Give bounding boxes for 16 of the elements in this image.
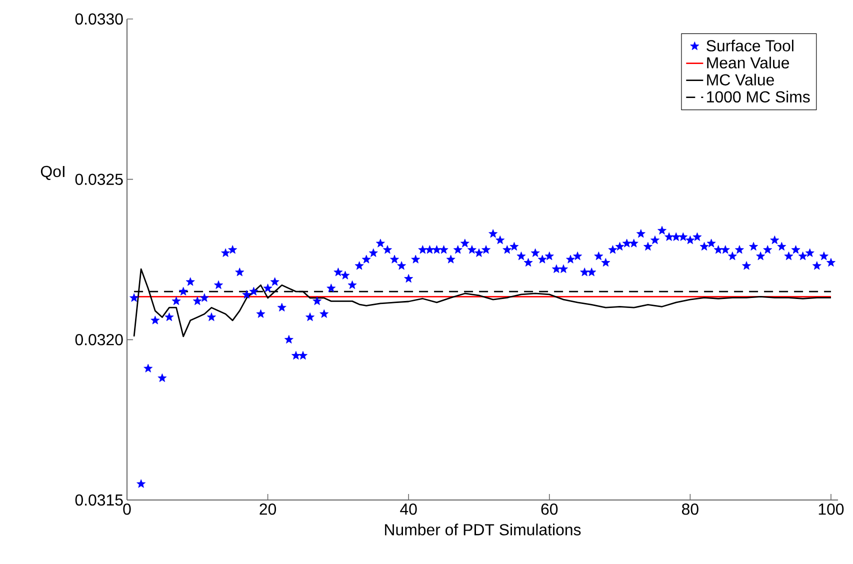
x-tick-label: 60 [541,504,558,515]
y-axis-title: QoI [40,166,64,180]
y-tick-label: 0.0325 [75,174,123,185]
y-tick-label: 0.0330 [75,13,123,25]
x-tick-label: 80 [682,504,698,515]
legend-label: Mean Value [707,56,790,68]
x-tick-label: 40 [400,504,417,515]
legend-label: MC Value [707,74,774,86]
x-tick-label: 100 [818,504,844,515]
y-tick-label: 0.0320 [75,334,123,346]
legend-label: Surface Tool [706,40,794,52]
legend-label: 1000 MC Sims [707,90,810,103]
x-tick-label: 0 [123,504,131,515]
y-tick-label: 0.0315 [75,494,123,506]
x-axis-title: Number of PDT Simulations [385,524,581,536]
x-tick-label: 20 [260,504,276,515]
